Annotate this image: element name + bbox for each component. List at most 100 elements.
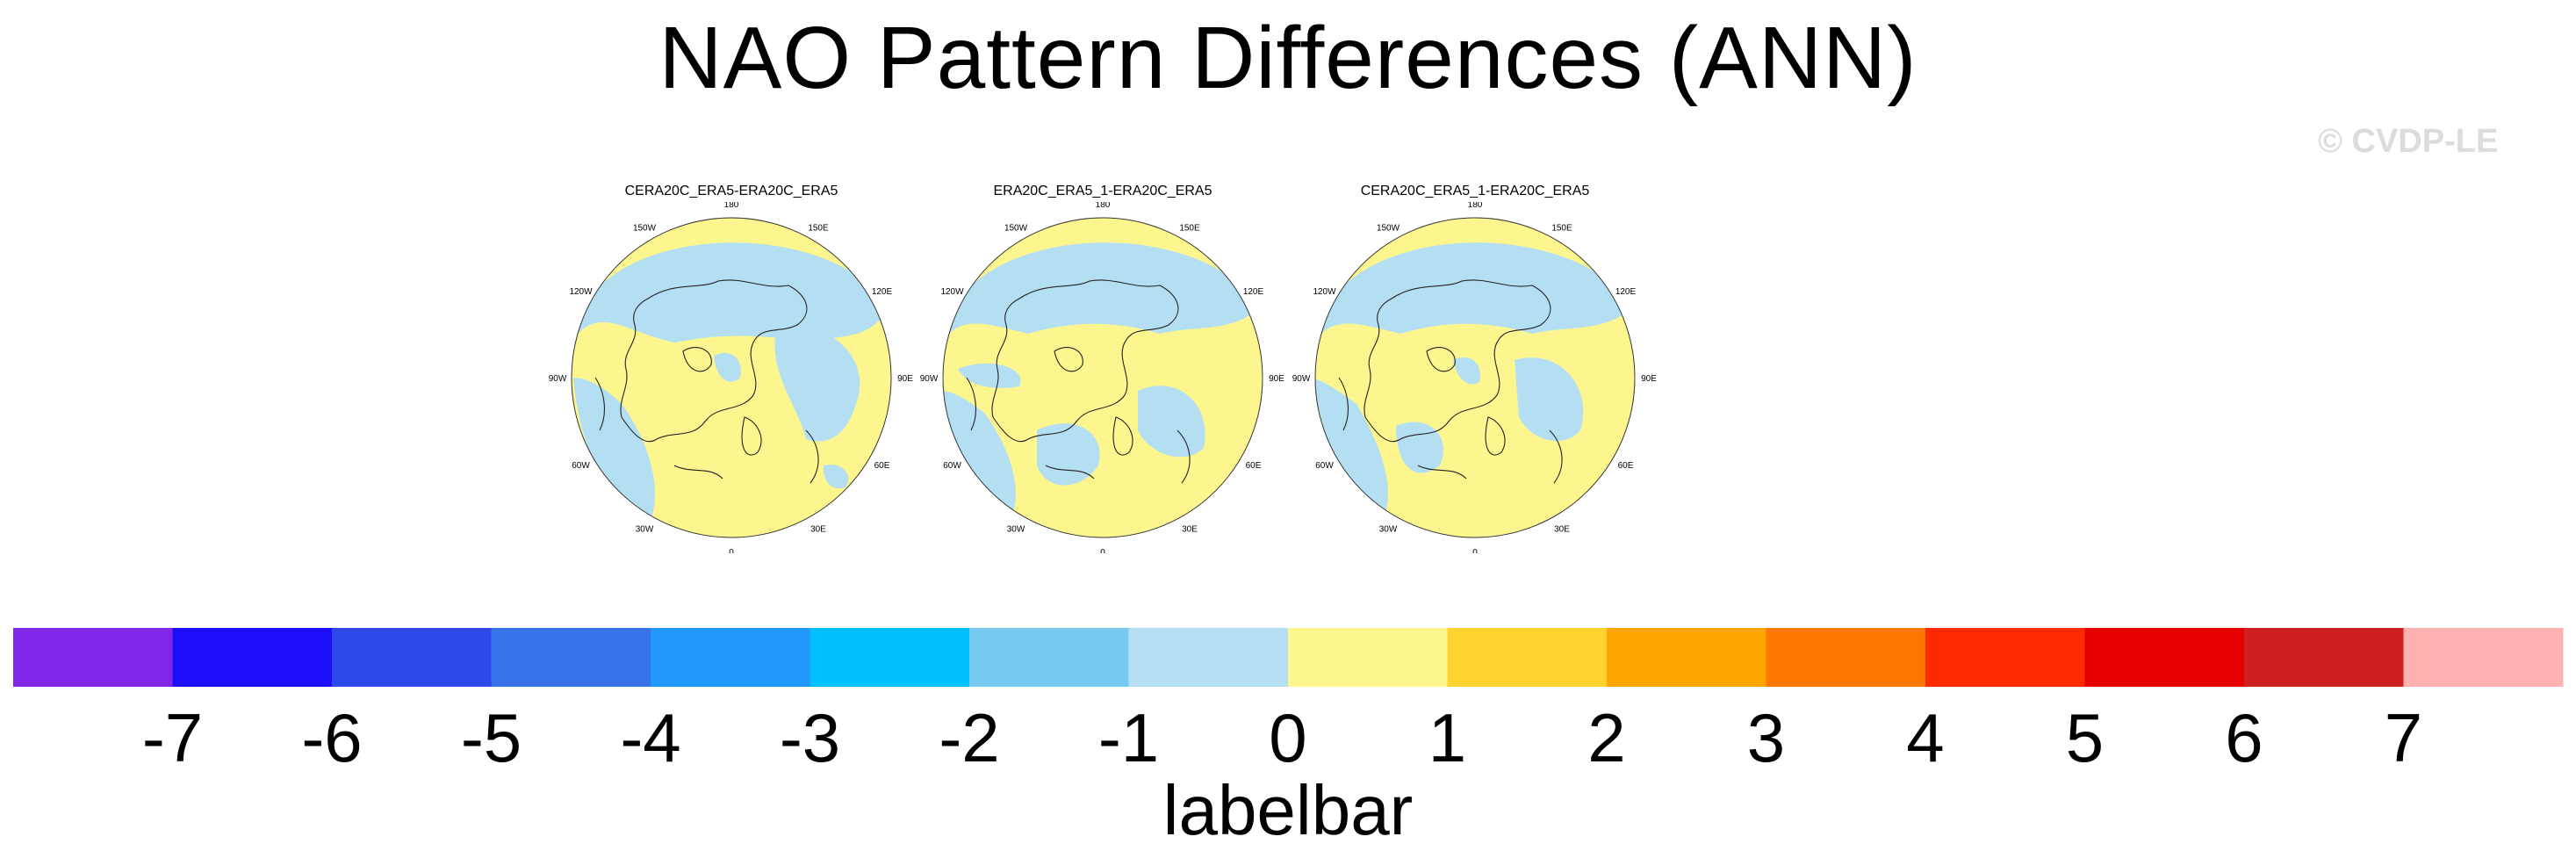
colorbar-box: [1447, 628, 1608, 687]
coastline: [966, 279, 1191, 484]
longitude-label: 60W: [943, 461, 961, 471]
longitude-label: 120E: [1243, 287, 1264, 297]
negative-region: [1453, 357, 1480, 385]
longitude-label: 180: [1468, 202, 1483, 210]
longitude-label: 150E: [1179, 224, 1200, 234]
longitude-label: 30W: [1007, 525, 1025, 535]
longitude-label: 0: [729, 548, 734, 553]
longitude-label: 150W: [1004, 224, 1028, 234]
map-boundary: [1314, 217, 1636, 538]
colorbar-tick-label: -4: [620, 699, 680, 776]
longitude-label: 60E: [1618, 461, 1634, 471]
longitude-label: 60E: [874, 461, 890, 471]
longitude-label: 90W: [549, 374, 567, 384]
negative-region: [1138, 386, 1205, 458]
colorbar-box: [172, 628, 333, 687]
colorbar: -7 -6 -5 -4 -3 -2 -1 0 1 2 3 4 5 6 7 labelbar: [13, 628, 2564, 849]
map-panel-era20c-era5-1: ERA20C_ERA5_1-ERA20C_ERA5 180 150E 120E 90E…: [914, 183, 1292, 553]
negative-region: [958, 363, 1021, 388]
colorbar-box: [969, 628, 1129, 687]
longitude-label: 30W: [1379, 525, 1398, 535]
colorbar-box: [13, 628, 173, 687]
longitude-label: 60W: [572, 461, 590, 471]
negative-region: [1315, 378, 1388, 518]
negative-region: [943, 391, 1016, 518]
panel-title: ERA20C_ERA5_1-ERA20C_ERA5: [993, 184, 1212, 198]
colorbar-tick-label: 2: [1587, 699, 1625, 776]
coastline: [1338, 279, 1563, 484]
negative-region: [823, 465, 849, 489]
longitude-label: 180: [724, 202, 739, 210]
map-boundary: [571, 217, 892, 538]
negative-region: [1037, 423, 1100, 486]
longitude-label: 30E: [1554, 525, 1570, 535]
colorbar-title: labelbar: [1163, 771, 1414, 849]
panel-title: CERA20C_ERA5-ERA20C_ERA5: [624, 184, 838, 198]
colorbar-tick-label: 5: [2066, 699, 2104, 776]
longitude-label: 30E: [810, 525, 826, 535]
colorbar-tick-label: -7: [142, 699, 203, 776]
negative-region: [1321, 242, 1633, 334]
colorbar-box: [1128, 628, 1289, 687]
polar-map: 180 150E 120E 90E 60E 30E 0 30W 60W 90W 120W 150W: [549, 202, 914, 553]
longitude-label: 120E: [1615, 287, 1637, 297]
negative-region: [573, 378, 656, 527]
longitude-label: 60W: [1315, 461, 1334, 471]
longitude-label: 150E: [1551, 224, 1572, 234]
page-title: NAO Pattern Differences (ANN): [658, 9, 1918, 107]
longitude-label: 150E: [808, 224, 829, 234]
colorbar-box: [1288, 628, 1448, 687]
map-panel-cera20c-era5-1: CERA20C_ERA5_1-ERA20C_ERA5 180 150E 120E 90…: [1286, 183, 1664, 553]
negative-region: [578, 242, 889, 343]
colorbar-box: [651, 628, 810, 687]
longitude-label: 90E: [897, 374, 913, 384]
coastline: [594, 279, 819, 484]
colorbar-box: [491, 628, 651, 687]
longitude-label: 30W: [636, 525, 654, 535]
colorbar-tick-label: 1: [1428, 699, 1466, 776]
colorbar-tick-label: 3: [1747, 699, 1785, 776]
polar-map: 180 150E 120E 90E 60E 30E 0 30W 60W 90W 120W 150W: [1292, 202, 1658, 553]
longitude-label: 120W: [940, 287, 964, 297]
colorbar-box: [2084, 628, 2245, 687]
longitude-label: 90E: [1269, 374, 1284, 384]
panel-title: CERA20C_ERA5_1-ERA20C_ERA5: [1360, 184, 1590, 198]
negative-region: [1396, 422, 1443, 473]
negative-region: [949, 242, 1261, 334]
colorbar-box: [809, 628, 970, 687]
negative-region: [714, 352, 741, 382]
polar-map: 180 150E 120E 90E 60E 30E 0 30W 60W 90W 120W 150W: [920, 202, 1285, 553]
longitude-label: 30E: [1182, 525, 1198, 535]
colorbar-box: [2403, 628, 2564, 687]
colorbar-box: [2244, 628, 2404, 687]
negative-region: [1515, 357, 1584, 441]
colorbar-tick-label: -6: [301, 699, 362, 776]
colorbar-tick-label: 4: [1906, 699, 1944, 776]
longitude-label: 90W: [1292, 374, 1311, 384]
longitude-label: 180: [1096, 202, 1111, 210]
negative-region: [774, 328, 860, 442]
longitude-label: 60E: [1246, 461, 1262, 471]
longitude-label: 0: [1472, 548, 1478, 553]
longitude-label: 120W: [569, 287, 593, 297]
colorbar-box: [1925, 628, 2085, 687]
longitude-label: 90W: [920, 374, 939, 384]
colorbar-box: [1766, 628, 1926, 687]
colorbar-tick-label: 6: [2225, 699, 2263, 776]
colorbar-tick-label: -3: [780, 699, 840, 776]
colorbar-tick-label: -5: [461, 699, 522, 776]
colorbar-box: [1607, 628, 1767, 687]
map-boundary: [942, 217, 1263, 538]
colorbar-box: [332, 628, 492, 687]
longitude-label: 120W: [1313, 287, 1336, 297]
longitude-label: 150W: [1377, 224, 1400, 234]
colorbar-tick-label: 0: [1269, 699, 1306, 776]
watermark: © CVDP-LE: [2318, 123, 2499, 160]
longitude-label: 90E: [1641, 374, 1657, 384]
colorbar-tick-label: -2: [939, 699, 999, 776]
map-panel-cera20c-era5: CERA20C_ERA5-ERA20C_ERA5 180 150E 120E 90E 6…: [543, 183, 920, 553]
colorbar-tick-label: 7: [2385, 699, 2422, 776]
longitude-label: 120E: [872, 287, 893, 297]
colorbar-tick-label: -1: [1098, 699, 1159, 776]
longitude-label: 150W: [633, 224, 657, 234]
